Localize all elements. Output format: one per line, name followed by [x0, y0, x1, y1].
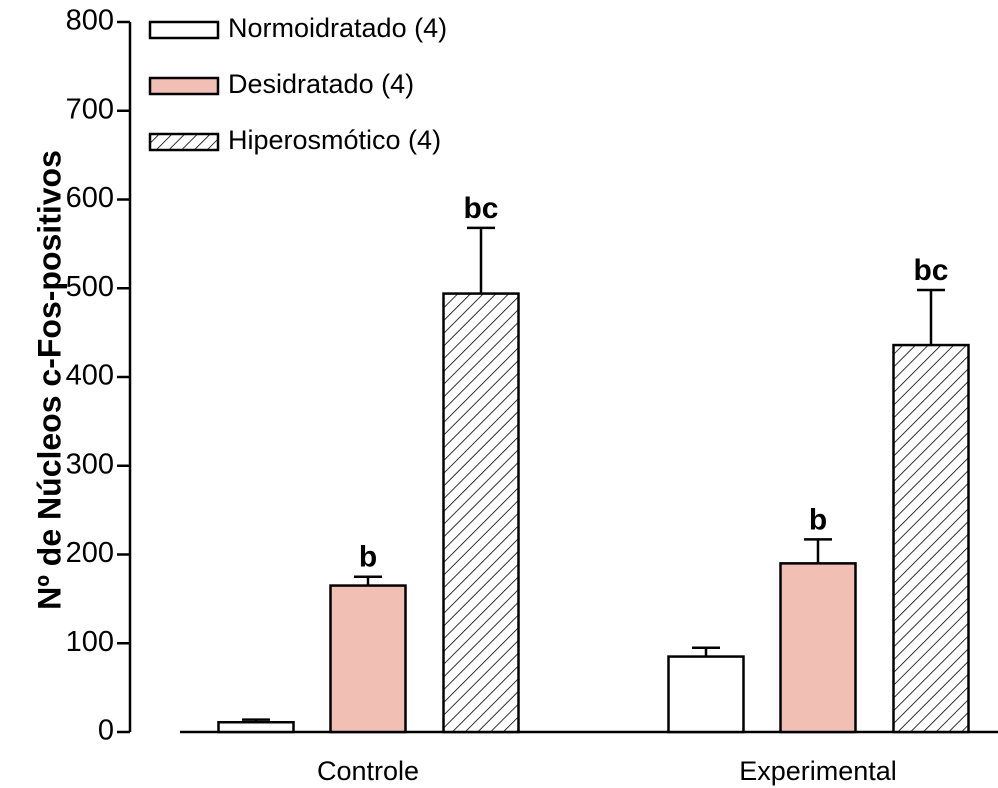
- y-tick-label: 500: [66, 271, 114, 303]
- bar: [781, 563, 856, 732]
- y-tick-label: 300: [66, 448, 114, 480]
- y-tick-label: 100: [66, 626, 114, 658]
- bar: [444, 294, 519, 732]
- y-tick-label: 700: [66, 93, 114, 125]
- bar: [669, 657, 744, 732]
- x-tick-label: Controle: [317, 756, 419, 786]
- legend-label: Hiperosmótico (4): [228, 125, 441, 155]
- bar: [331, 586, 406, 732]
- x-tick-label: Experimental: [739, 756, 897, 786]
- legend-label: Desidratado (4): [228, 69, 414, 99]
- legend-swatch: [150, 134, 218, 150]
- y-tick-label: 600: [66, 182, 114, 214]
- y-tick-label: 800: [66, 5, 114, 37]
- chart: Nº de Núcleos c-Fos-positivos 0 100 200 300…: [0, 0, 998, 788]
- significance-label: b: [359, 541, 377, 574]
- significance-label: bc: [913, 254, 948, 287]
- y-tick-label: 200: [66, 537, 114, 569]
- y-tick-label: 0: [98, 715, 114, 747]
- legend-swatch: [150, 22, 218, 38]
- y-tick-label: 400: [66, 360, 114, 392]
- legend-swatch: [150, 78, 218, 94]
- bar: [219, 722, 294, 732]
- y-axis-label: Nº de Núcleos c-Fos-positivos: [31, 150, 67, 610]
- legend-label: Normoidratado (4): [228, 13, 447, 43]
- bar: [894, 345, 969, 732]
- significance-label: b: [809, 503, 827, 536]
- significance-label: bc: [463, 192, 498, 225]
